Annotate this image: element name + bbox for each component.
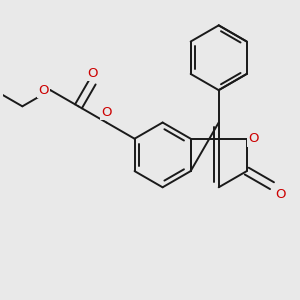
Text: O: O [101,106,112,118]
Text: O: O [275,188,285,201]
Text: O: O [249,132,259,145]
Text: O: O [38,84,48,97]
Text: O: O [87,67,98,80]
